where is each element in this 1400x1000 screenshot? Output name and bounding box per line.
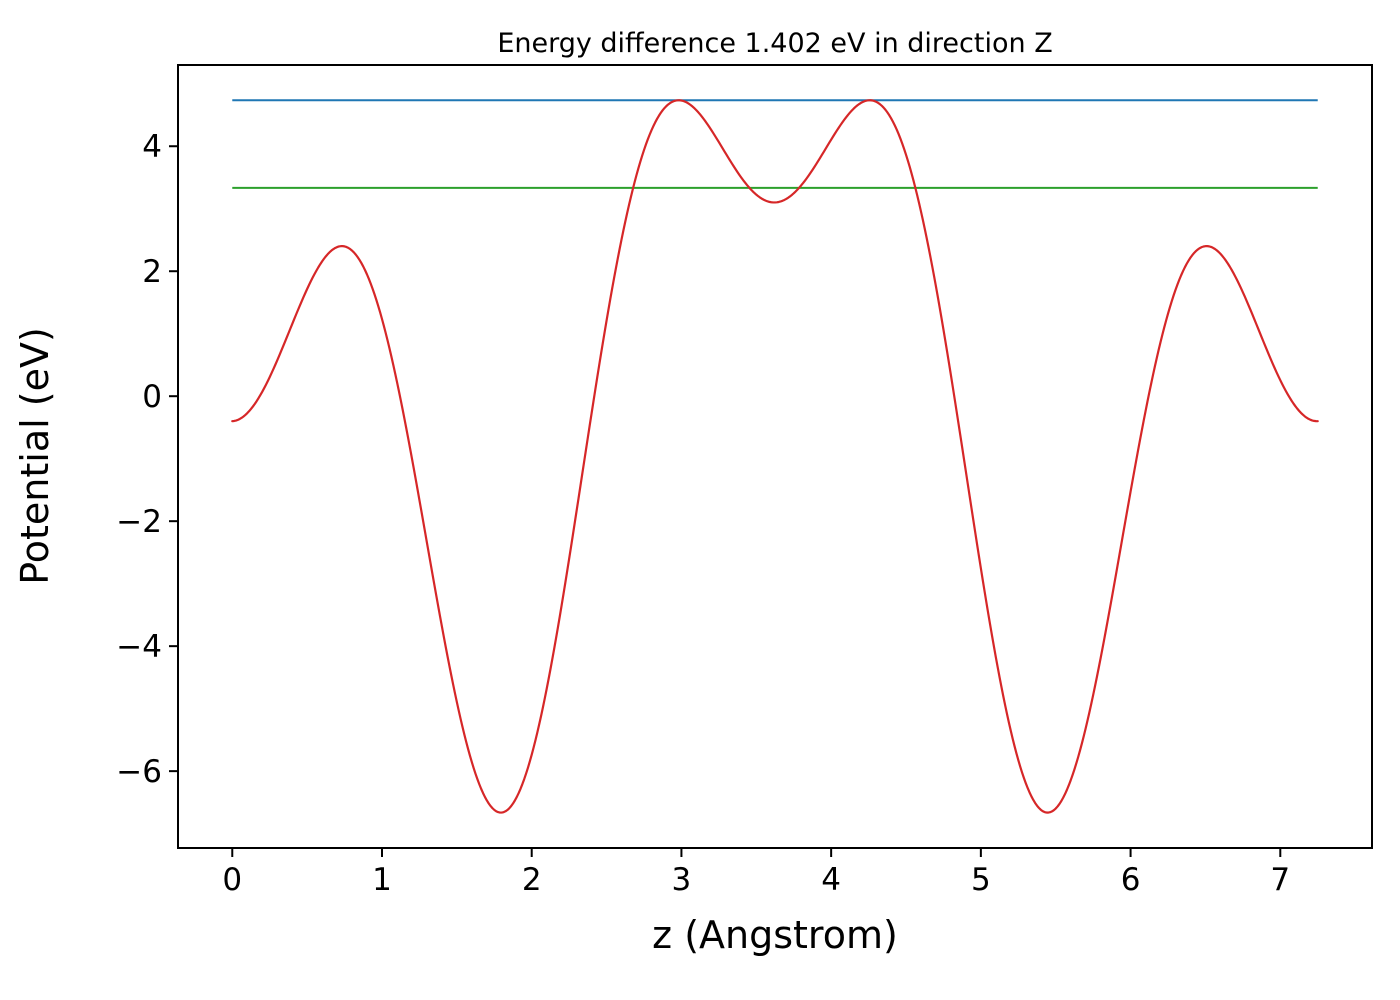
y-tick-label: 4	[142, 129, 162, 165]
x-axis-label: z (Angstrom)	[652, 913, 898, 957]
planar-averaged-potential	[231, 99, 1319, 814]
y-tick-label: −6	[116, 754, 162, 790]
x-tick-label: 1	[372, 862, 392, 898]
y-axis-label: Potential (eV)	[13, 327, 57, 585]
plot-layer: 0 1 2 3 4 5 6 7 −6 −4 −2 0 2 4	[116, 64, 1373, 898]
x-tick-label: 2	[522, 862, 542, 898]
y-tick-label: −4	[116, 629, 162, 665]
y-tick-label: 0	[142, 379, 162, 415]
x-tick-label: 0	[222, 862, 242, 898]
x-tick-label: 6	[1121, 862, 1141, 898]
x-tick-label: 5	[971, 862, 991, 898]
chart-title: Energy difference 1.402 eV in direction …	[497, 28, 1052, 59]
x-tick-label: 7	[1270, 862, 1290, 898]
x-tick-label: 4	[821, 862, 841, 898]
y-tick-label: 2	[142, 254, 162, 290]
plot-border	[177, 64, 1373, 849]
y-tick-label: −2	[116, 504, 162, 540]
x-tick-label: 3	[672, 862, 692, 898]
